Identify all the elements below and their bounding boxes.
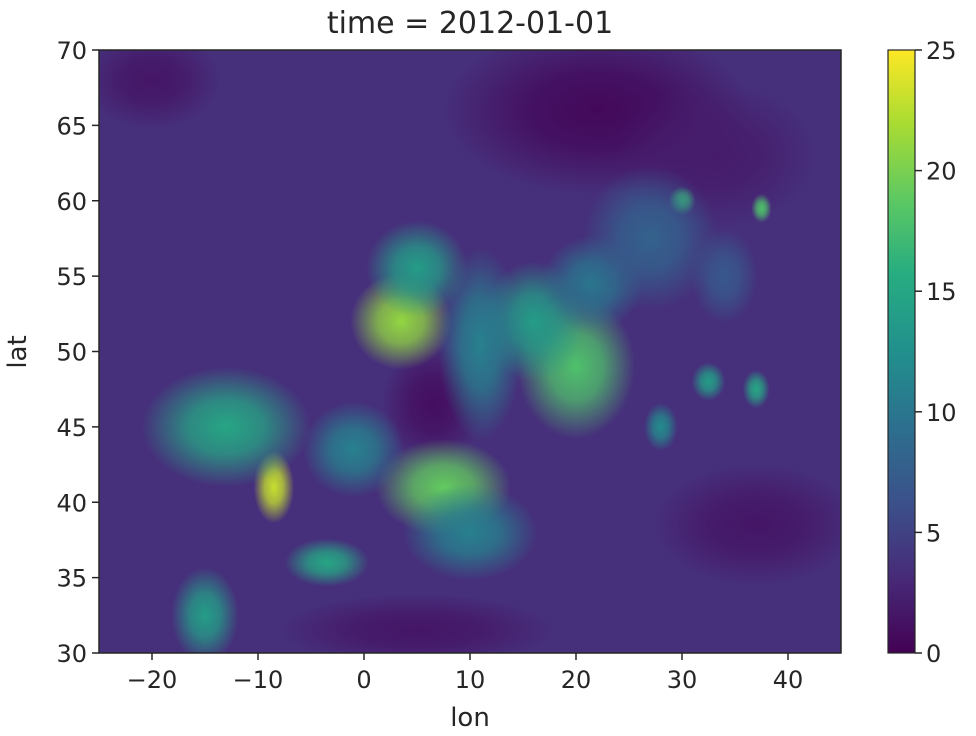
colorbar-tick-label: 25 (926, 37, 957, 65)
colorbar-ticks: 0 5 10 15 20 25 (915, 37, 957, 668)
y-tick-label: 45 (56, 414, 87, 442)
heatmap-feature (742, 369, 770, 409)
x-tick-label: 30 (667, 666, 698, 694)
heatmap-feature (751, 193, 772, 223)
y-tick-label: 50 (56, 339, 87, 367)
heatmap-feature (438, 247, 523, 441)
x-axis-label: lon (450, 703, 490, 733)
y-axis-ticks: 30 35 40 45 50 55 60 65 70 (56, 37, 99, 668)
heatmap-feature (402, 484, 538, 581)
y-tick-label: 65 (56, 112, 87, 140)
chart-title: time = 2012-01-01 (327, 6, 613, 41)
x-tick-label: 20 (561, 666, 592, 694)
heatmap-low-region (654, 464, 841, 586)
x-tick-label: 0 (356, 666, 371, 694)
heatmap-low-region (281, 594, 553, 653)
y-tick-label: 30 (56, 640, 87, 668)
x-tick-label: 10 (455, 666, 486, 694)
y-axis-label: lat (3, 335, 33, 368)
y-tick-label: 60 (56, 188, 87, 216)
heatmap-feature (643, 402, 678, 451)
y-tick-label: 55 (56, 263, 87, 291)
colorbar-tick-label: 0 (926, 640, 941, 668)
heatmap-feature (366, 220, 468, 317)
heatmap-feature (141, 366, 311, 488)
colorbar: 0 5 10 15 20 25 (887, 37, 957, 668)
heatmap-feature (302, 401, 405, 498)
colorbar-tick-label: 10 (926, 399, 957, 427)
x-axis-ticks: −20 −10 0 10 20 30 40 (127, 653, 804, 694)
heatmap-feature (691, 362, 726, 401)
colorbar-tick-label: 20 (926, 158, 957, 186)
heatmap-feature (284, 538, 370, 587)
heatmap-feature (582, 166, 719, 311)
y-tick-label: 70 (56, 37, 87, 65)
heatmap-field (99, 50, 841, 653)
heatmap-feature (171, 567, 239, 653)
y-tick-label: 35 (56, 565, 87, 593)
y-tick-label: 40 (56, 489, 87, 517)
colorbar-bar (887, 49, 916, 654)
colorbar-tick-label: 15 (926, 278, 957, 306)
heatmap-low-region (99, 50, 220, 129)
x-tick-label: −20 (127, 666, 178, 694)
heatmap-area (99, 50, 841, 653)
colorbar-tick-label: 5 (926, 519, 941, 547)
x-tick-label: 40 (773, 666, 804, 694)
x-tick-label: −10 (233, 666, 284, 694)
